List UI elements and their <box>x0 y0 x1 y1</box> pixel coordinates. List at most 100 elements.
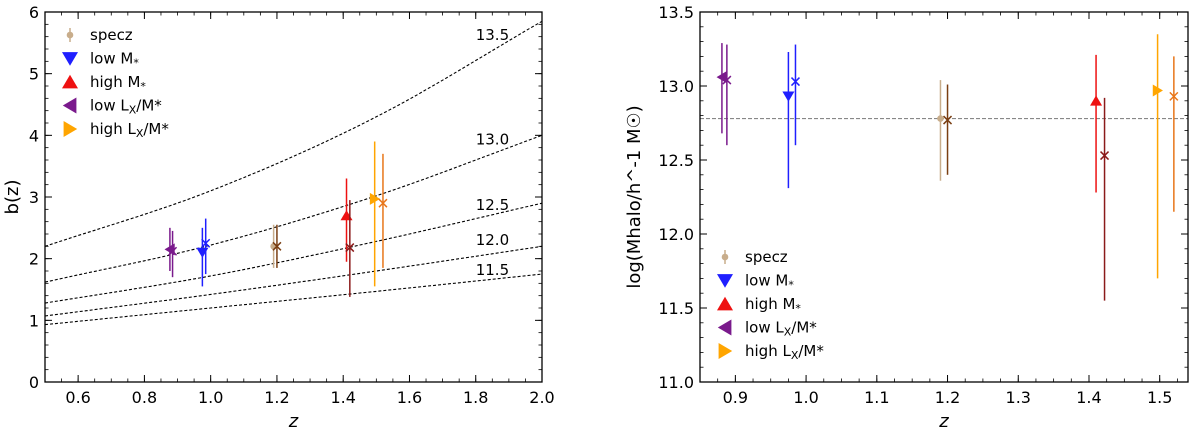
legend-label-sub: X <box>136 127 144 140</box>
legend-label-low-lx-mstar: low LX/M* <box>90 97 162 117</box>
halo-curve-label-12.5: 12.5 <box>476 196 509 214</box>
halo-mass-curves <box>45 20 542 326</box>
legend-marker-high-lx-mstar <box>718 343 733 359</box>
legend-label-sub: * <box>795 302 801 315</box>
halo-curve-13.5 <box>45 20 542 247</box>
legend-label-high-mstar: high M* <box>745 295 801 315</box>
legend-marker-high-mstar <box>717 296 733 311</box>
x-tick-label: 0.8 <box>132 388 157 407</box>
legend-label-sub: * <box>140 80 146 93</box>
legend-label-specz: specz <box>90 26 133 44</box>
cross-point-low-lx-mstar <box>168 246 178 256</box>
legend-marker-low-lx-mstar <box>717 319 732 336</box>
chart-1: 13.513.012.512.011.50.6 0.8 1.0 1.2 1.4 1.6 1.… <box>2 3 555 432</box>
x-tick-label: 1.3 <box>1006 388 1031 407</box>
legend-label-main: high M <box>745 295 795 313</box>
y-tick-label: 6 <box>29 3 39 22</box>
y-axis-label: b(z) <box>2 180 23 215</box>
halo-curve-11.5 <box>45 273 542 326</box>
legend-label-main: high L <box>745 342 791 360</box>
legend-label-main: specz <box>745 248 788 266</box>
legend-label-sub: X <box>791 349 799 362</box>
legend-label-low-mstar: low M* <box>745 272 794 292</box>
cross-point-high-mstar <box>1100 151 1110 161</box>
x-tick-label: 1.8 <box>463 388 488 407</box>
cross-point-high-lx-mstar <box>378 198 388 208</box>
y-tick-label: 4 <box>29 126 39 145</box>
halo-curve-label-13.5: 13.5 <box>476 26 509 44</box>
legend-label-low-lx-mstar: low LX/M* <box>745 319 817 339</box>
point-low-mstar <box>196 247 209 258</box>
series-low-mstar <box>196 218 211 287</box>
point-specz <box>937 115 944 122</box>
x-tick-label: 2.0 <box>529 388 554 407</box>
legend-label-main: high M <box>90 73 140 91</box>
series-specz <box>270 224 282 268</box>
legend-label-suffix: /M* <box>143 120 169 138</box>
series-low-lx-mstar <box>164 227 178 278</box>
legend-marker-low-lx-mstar <box>62 97 77 114</box>
legend-marker-low-mstar <box>717 274 733 288</box>
x-axis-label: z <box>938 411 949 432</box>
legend-label-specz: specz <box>745 248 788 266</box>
legend-label-high-lx-mstar: high LX/M* <box>90 120 169 140</box>
series-high-lx-mstar <box>1152 34 1179 279</box>
halo-curve-label-11.5: 11.5 <box>476 261 509 279</box>
y-tick-label: 11.0 <box>658 373 694 392</box>
y-tick-label: 3 <box>29 188 39 207</box>
y-tick-label: 5 <box>29 65 39 84</box>
legend-label-suffix: /M* <box>136 97 162 115</box>
series-high-mstar <box>340 178 355 297</box>
legend-label-low-mstar: low M* <box>90 50 139 70</box>
legend-label-main: high L <box>90 120 136 138</box>
series-low-lx-mstar <box>716 43 732 146</box>
halo-curve-12.5 <box>45 202 542 304</box>
x-tick-label: 1.6 <box>397 388 422 407</box>
legend-marker-high-mstar <box>62 74 78 89</box>
x-tick-label: 0.9 <box>723 388 748 407</box>
halo-curve-label-13.0: 13.0 <box>476 130 509 148</box>
legend-label-suffix: /M* <box>791 319 817 337</box>
x-tick-label: 1.4 <box>330 388 355 407</box>
y-tick-label: 1 <box>29 311 39 330</box>
cross-point-specz <box>272 241 282 251</box>
cross-point-high-lx-mstar <box>1169 91 1179 101</box>
y-tick-label: 12.0 <box>658 225 694 244</box>
halo-curve-13.0 <box>45 134 542 283</box>
x-tick-label: 1.1 <box>864 388 889 407</box>
legend-label-high-lx-mstar: high LX/M* <box>745 342 824 362</box>
point-low-mstar <box>782 91 795 102</box>
legend-label-high-mstar: high M* <box>90 73 146 93</box>
y-tick-label: 2 <box>29 250 39 269</box>
series-high-lx-mstar <box>369 141 388 287</box>
point-low-lx-mstar <box>716 71 727 84</box>
legend-label-main: low L <box>90 97 129 115</box>
legend-label-sub: X <box>129 104 137 117</box>
x-tick-label: 1.5 <box>1147 388 1172 407</box>
legend-label-sub: X <box>784 326 792 339</box>
legend-label-main: low M <box>745 272 788 290</box>
x-tick-label: 1.0 <box>793 388 818 407</box>
x-tick-label: 1.4 <box>1076 388 1101 407</box>
axes-frame <box>699 11 1189 383</box>
point-high-mstar <box>1090 95 1103 106</box>
x-tick-label: 1.2 <box>264 388 289 407</box>
legend-marker-specz <box>721 253 729 261</box>
legend-marker-high-lx-mstar <box>63 121 78 137</box>
series-specz <box>937 80 953 181</box>
point-high-mstar <box>340 210 353 221</box>
y-tick-label: 11.5 <box>658 299 694 318</box>
cross-point-high-mstar <box>345 243 355 253</box>
legend-marker-specz <box>66 31 74 39</box>
x-axis-label: z <box>288 411 299 432</box>
halo-curve-12.0 <box>45 245 542 317</box>
legend-label-sub: * <box>133 57 139 70</box>
y-tick-label: 13.5 <box>658 3 694 22</box>
legend-label-main: low M <box>90 50 133 68</box>
series-low-mstar <box>782 44 801 189</box>
point-high-lx-mstar <box>1152 84 1163 97</box>
legend-label-main: specz <box>90 26 133 44</box>
